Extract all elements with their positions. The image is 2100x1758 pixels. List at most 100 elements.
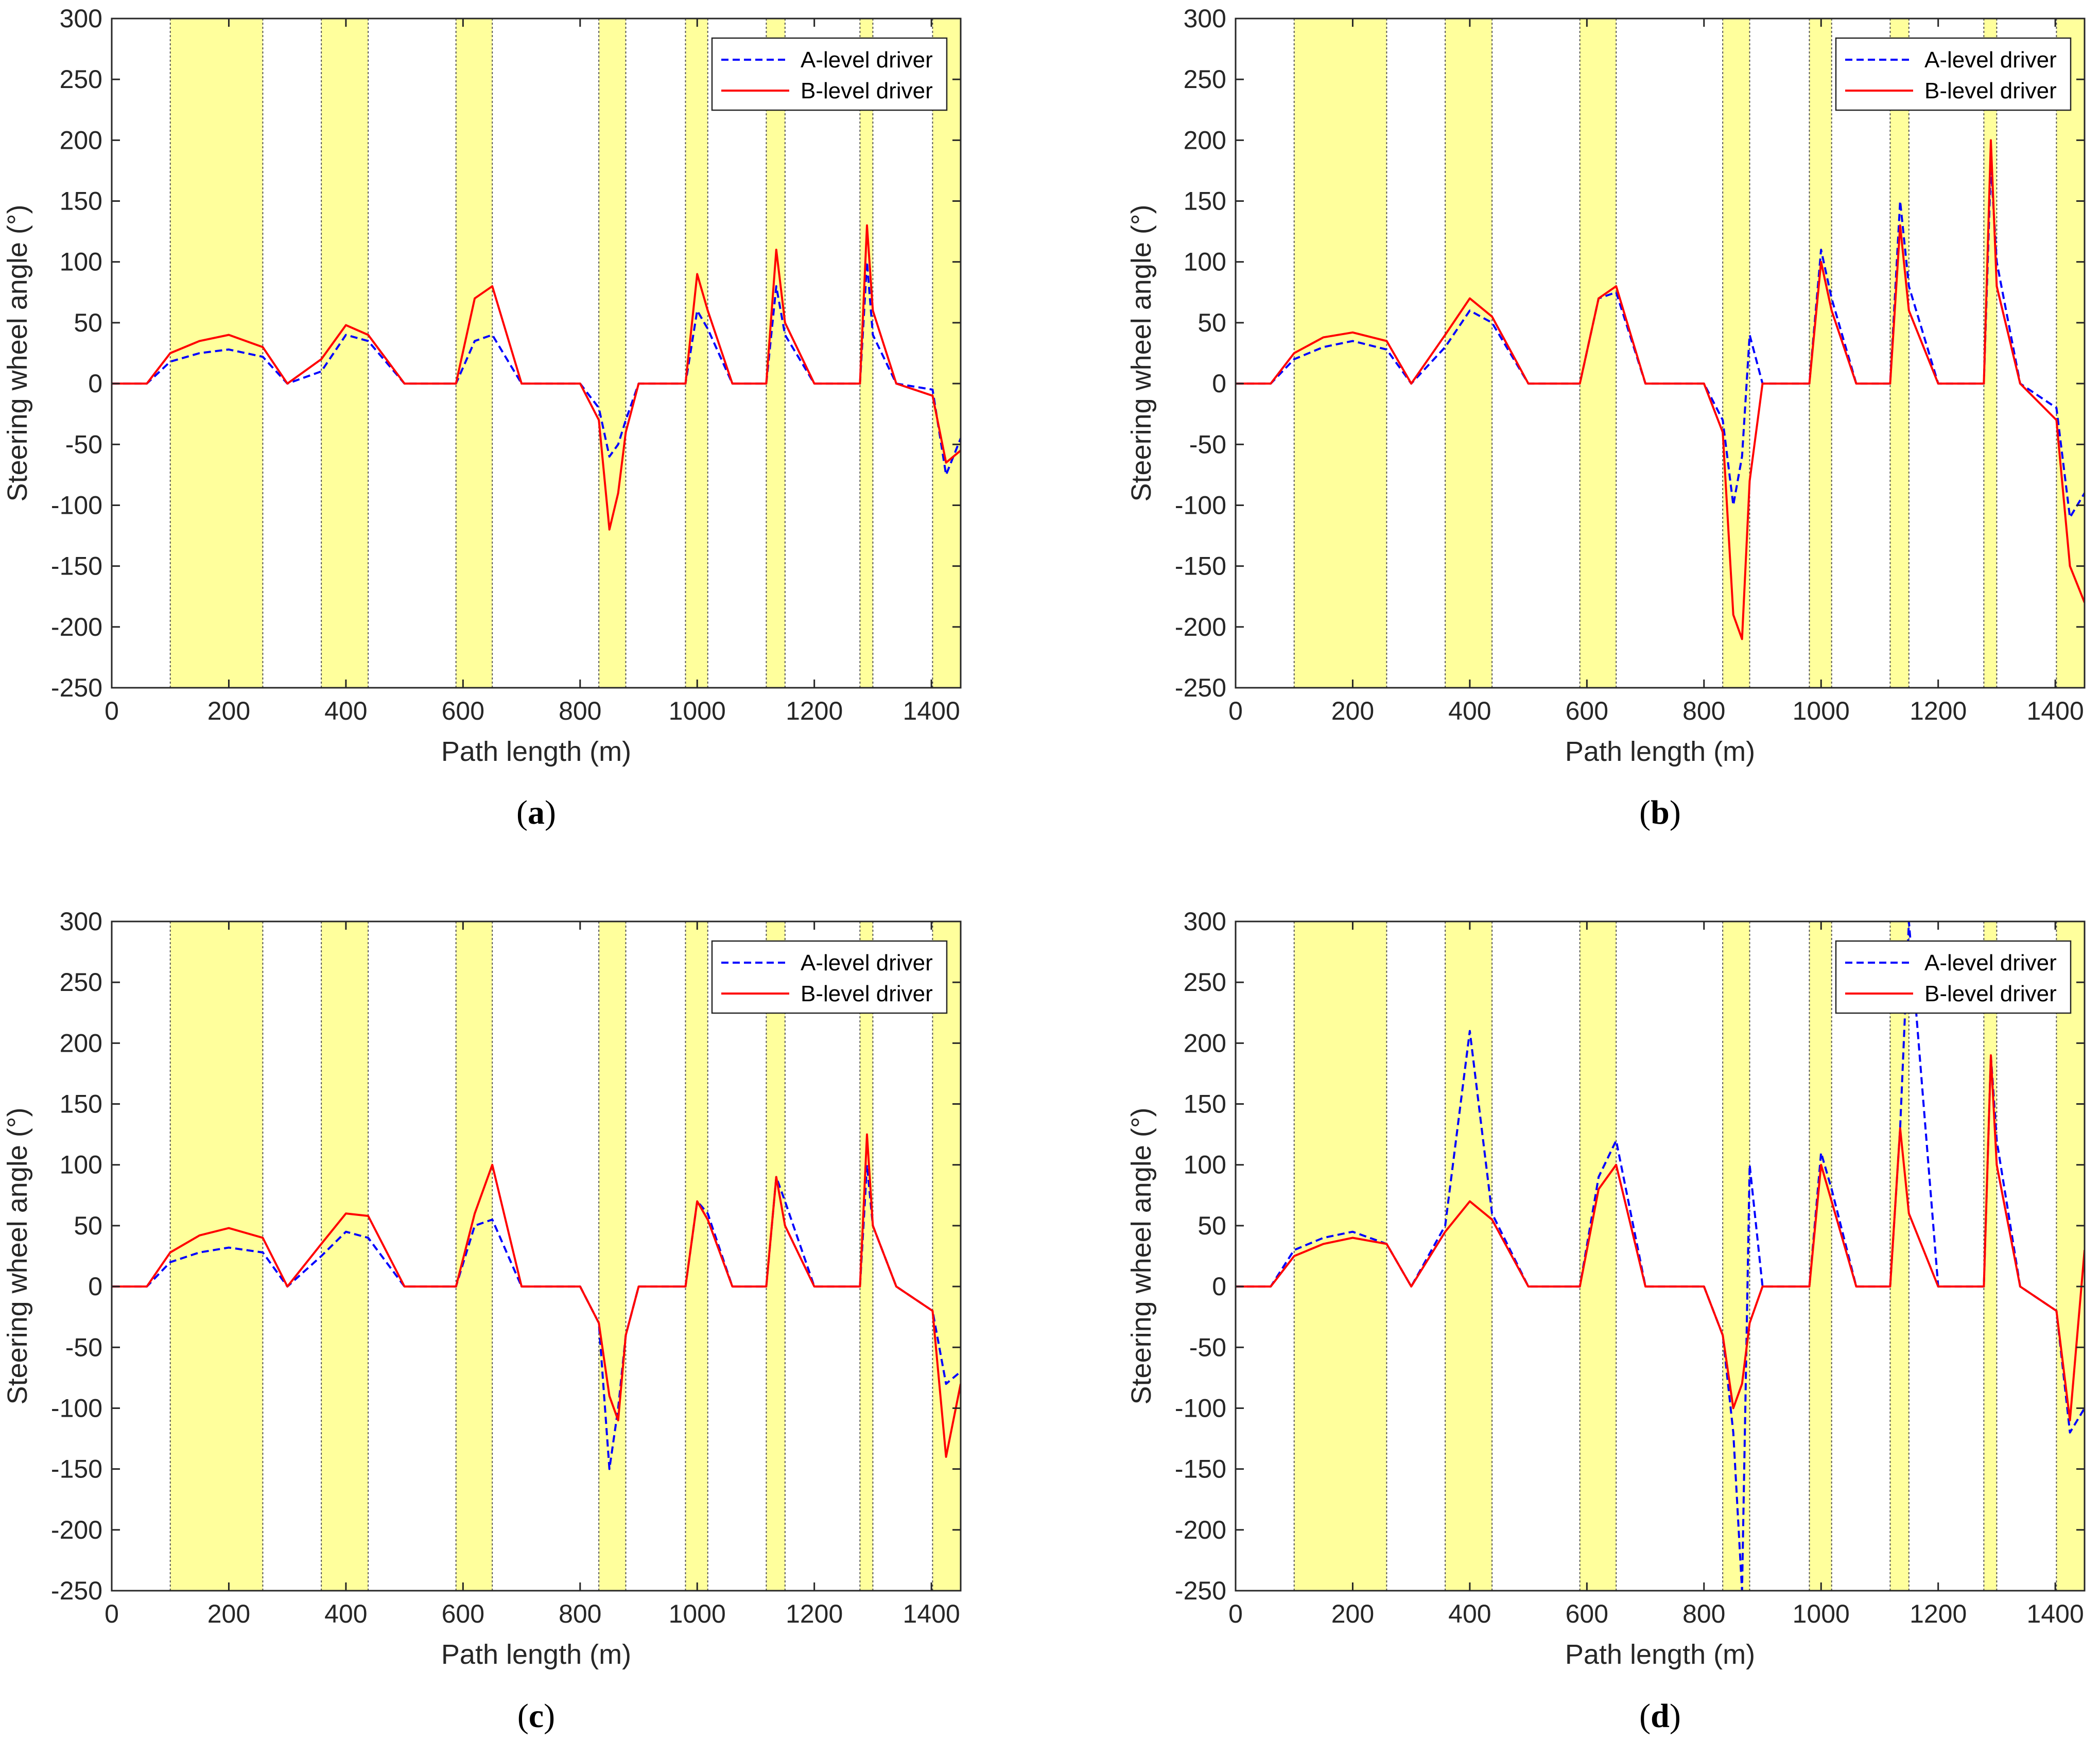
shaded-interval: [170, 19, 263, 688]
y-tick-label: 200: [1184, 1029, 1226, 1057]
y-axis-label: Steering wheel angle (°): [1126, 1108, 1157, 1405]
y-tick-label: 250: [60, 968, 102, 997]
series-lines: [112, 224, 961, 531]
x-tick-label: 1000: [1793, 697, 1850, 725]
panel-b: 0 200 400 600 800 1000 1200 1400-250-200-150-10…: [1126, 4, 2086, 831]
y-axis-label: Steering wheel angle (°): [2, 205, 33, 502]
axis-ticks: 0 200 400 600 800 1000 1200 1400-250-200-150-10…: [1175, 4, 2085, 725]
y-tick-label: -50: [1189, 1333, 1226, 1362]
shaded-interval: [456, 921, 493, 1591]
shaded-interval: [170, 921, 263, 1591]
series-lines: [1236, 139, 2085, 640]
y-tick-label: 250: [1184, 968, 1226, 997]
y-tick-label: -100: [1175, 491, 1226, 519]
shaded-interval: [2056, 19, 2085, 688]
x-tick-label: 0: [105, 1599, 119, 1628]
x-tick-label: 1400: [903, 697, 960, 725]
shaded-interval: [599, 921, 626, 1591]
panel-caption: (b): [1639, 794, 1681, 831]
y-axis-label: Steering wheel angle (°): [1126, 205, 1157, 502]
x-tick-label: 1400: [2027, 697, 2084, 725]
shaded-interval: [599, 19, 626, 688]
y-tick-label: 100: [1184, 248, 1226, 276]
y-tick-label: 300: [1184, 907, 1226, 936]
legend-a-level-label: A-level driver: [1924, 950, 2057, 976]
a-level-series-line: [112, 1163, 961, 1470]
y-tick-label: 300: [60, 907, 102, 936]
y-tick-label: -50: [1189, 430, 1226, 459]
b-level-series-line: [112, 1133, 961, 1458]
caption-letter: b: [1651, 794, 1670, 831]
y-tick-label: 200: [1184, 126, 1226, 154]
y-tick-label: -200: [1175, 1516, 1226, 1544]
x-tick-label: 200: [1331, 697, 1374, 725]
legend-a-level-label: A-level driver: [801, 950, 933, 976]
y-tick-label: -200: [1175, 613, 1226, 641]
x-tick-label: 400: [1448, 697, 1491, 725]
legend: A-level driver B-level driver: [1835, 940, 2072, 1014]
y-tick-label: 100: [60, 248, 102, 276]
y-axis-label: Steering wheel angle (°): [2, 1108, 33, 1405]
panel-caption: (d): [1639, 1697, 1681, 1735]
shaded-interval: [1580, 19, 1617, 688]
caption-letter: d: [1651, 1697, 1670, 1735]
x-tick-label: 600: [442, 697, 484, 725]
legend-b-level-label: B-level driver: [1924, 981, 2057, 1006]
shaded-interval: [1984, 19, 1997, 688]
legend: A-level driver B-level driver: [711, 940, 948, 1014]
x-axis-label: Path length (m): [1565, 736, 1755, 767]
x-tick-label: 800: [559, 1599, 601, 1628]
x-tick-label: 200: [207, 697, 250, 725]
y-tick-label: -250: [51, 673, 102, 702]
b-level-series-line: [112, 224, 961, 531]
y-tick-label: 200: [60, 126, 102, 154]
shaded-interval: [2056, 921, 2085, 1591]
legend-b-level-label: B-level driver: [801, 981, 933, 1006]
caption-close: ): [1670, 794, 1681, 831]
shaded-interval: [1723, 19, 1750, 688]
shaded-intervals: [169, 921, 961, 1591]
y-tick-label: -100: [51, 1394, 102, 1422]
x-tick-label: 1200: [786, 1599, 843, 1628]
y-tick-label: 100: [1184, 1151, 1226, 1179]
legend: A-level driver B-level driver: [711, 37, 948, 111]
y-tick-label: -100: [1175, 1394, 1226, 1422]
y-tick-label: 0: [88, 1272, 102, 1301]
shaded-interval: [932, 19, 961, 688]
y-tick-label: 0: [88, 369, 102, 398]
y-tick-label: -50: [65, 1333, 102, 1362]
legend-a-level-label: A-level driver: [1924, 47, 2057, 73]
shaded-interval: [1890, 19, 1909, 688]
x-tick-label: 1400: [2027, 1599, 2084, 1628]
y-tick-label: 150: [60, 1090, 102, 1119]
y-tick-label: -150: [51, 1455, 102, 1484]
x-tick-label: 1000: [669, 697, 726, 725]
shaded-intervals: [1293, 19, 2085, 688]
series-lines: [112, 1133, 961, 1470]
x-axis-label: Path length (m): [441, 736, 631, 767]
b-level-series-line: [1236, 1054, 2085, 1422]
b-level-series-line: [1236, 139, 2085, 640]
y-tick-label: 250: [60, 65, 102, 94]
shaded-interval: [1890, 921, 1909, 1591]
x-tick-label: 600: [1566, 1599, 1608, 1628]
x-tick-label: 0: [1228, 697, 1243, 725]
x-tick-label: 800: [1682, 1599, 1725, 1628]
caption-close: ): [544, 1697, 555, 1735]
caption-open: (: [517, 1697, 529, 1735]
legend-a-level-label: A-level driver: [801, 47, 933, 73]
shaded-interval: [1445, 921, 1492, 1591]
x-axis-label: Path length (m): [441, 1639, 631, 1670]
y-tick-label: 50: [1197, 1211, 1226, 1240]
shaded-interval: [456, 19, 493, 688]
axis-ticks: 0 200 400 600 800 1000 1200 1400-250-200-150-10…: [51, 4, 961, 725]
x-tick-label: 400: [324, 1599, 367, 1628]
x-tick-label: 1000: [669, 1599, 726, 1628]
axes-box: [111, 920, 962, 1592]
legend-box: [1835, 940, 2072, 1014]
caption-letter: c: [529, 1697, 544, 1735]
y-tick-label: -250: [1175, 1576, 1226, 1605]
x-tick-label: 800: [559, 697, 601, 725]
y-tick-label: -200: [51, 613, 102, 641]
